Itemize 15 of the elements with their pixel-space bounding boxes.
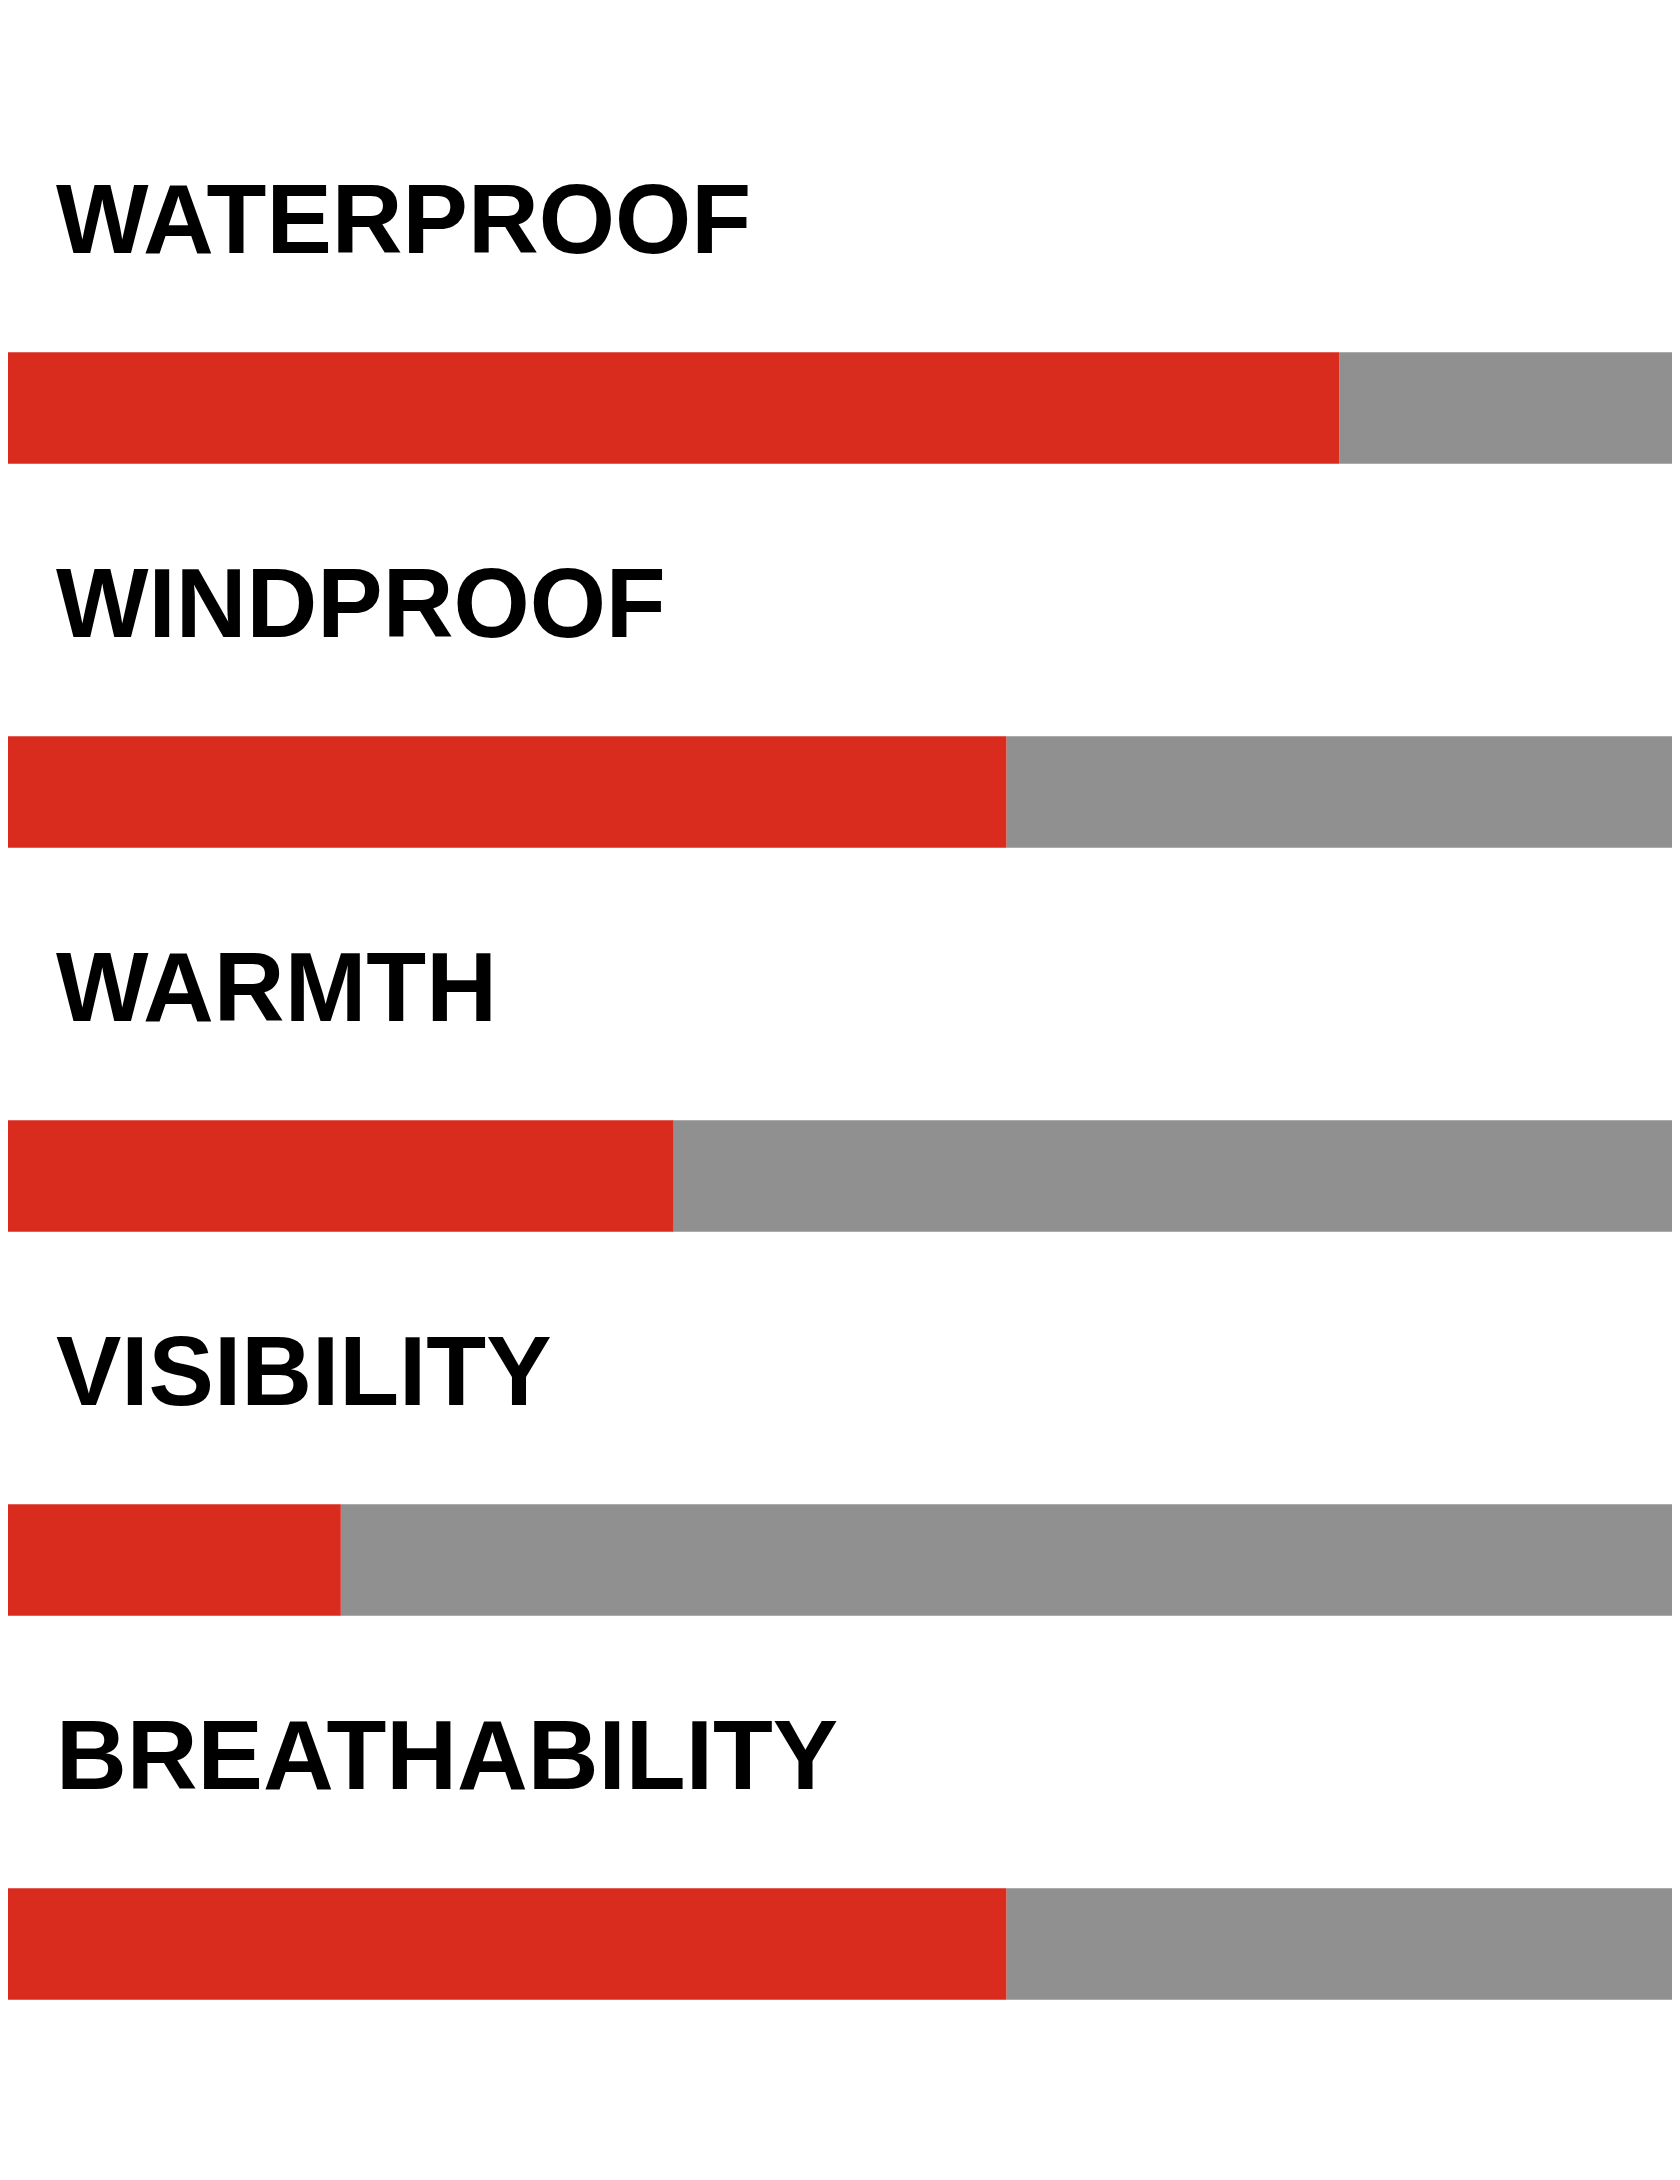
y-tick-label: VISIBILITY: [56, 1316, 552, 1427]
y-tick-label: WINDPROOF: [56, 548, 666, 659]
bar: [340, 1504, 1672, 1616]
y-tick-label: WARMTH: [56, 932, 497, 1043]
bar: [8, 736, 1007, 848]
bar: [1006, 736, 1672, 848]
bar: [1339, 352, 1672, 464]
bar: [8, 352, 1340, 464]
y-tick-label: BREATHABILITY: [56, 1700, 839, 1811]
y-tick-label: WATERPROOF: [56, 164, 752, 275]
bar: [1006, 1888, 1672, 2000]
bar: [8, 1120, 674, 1232]
bar: [8, 1888, 1007, 2000]
bar: [673, 1120, 1672, 1232]
bar: [8, 1504, 341, 1616]
